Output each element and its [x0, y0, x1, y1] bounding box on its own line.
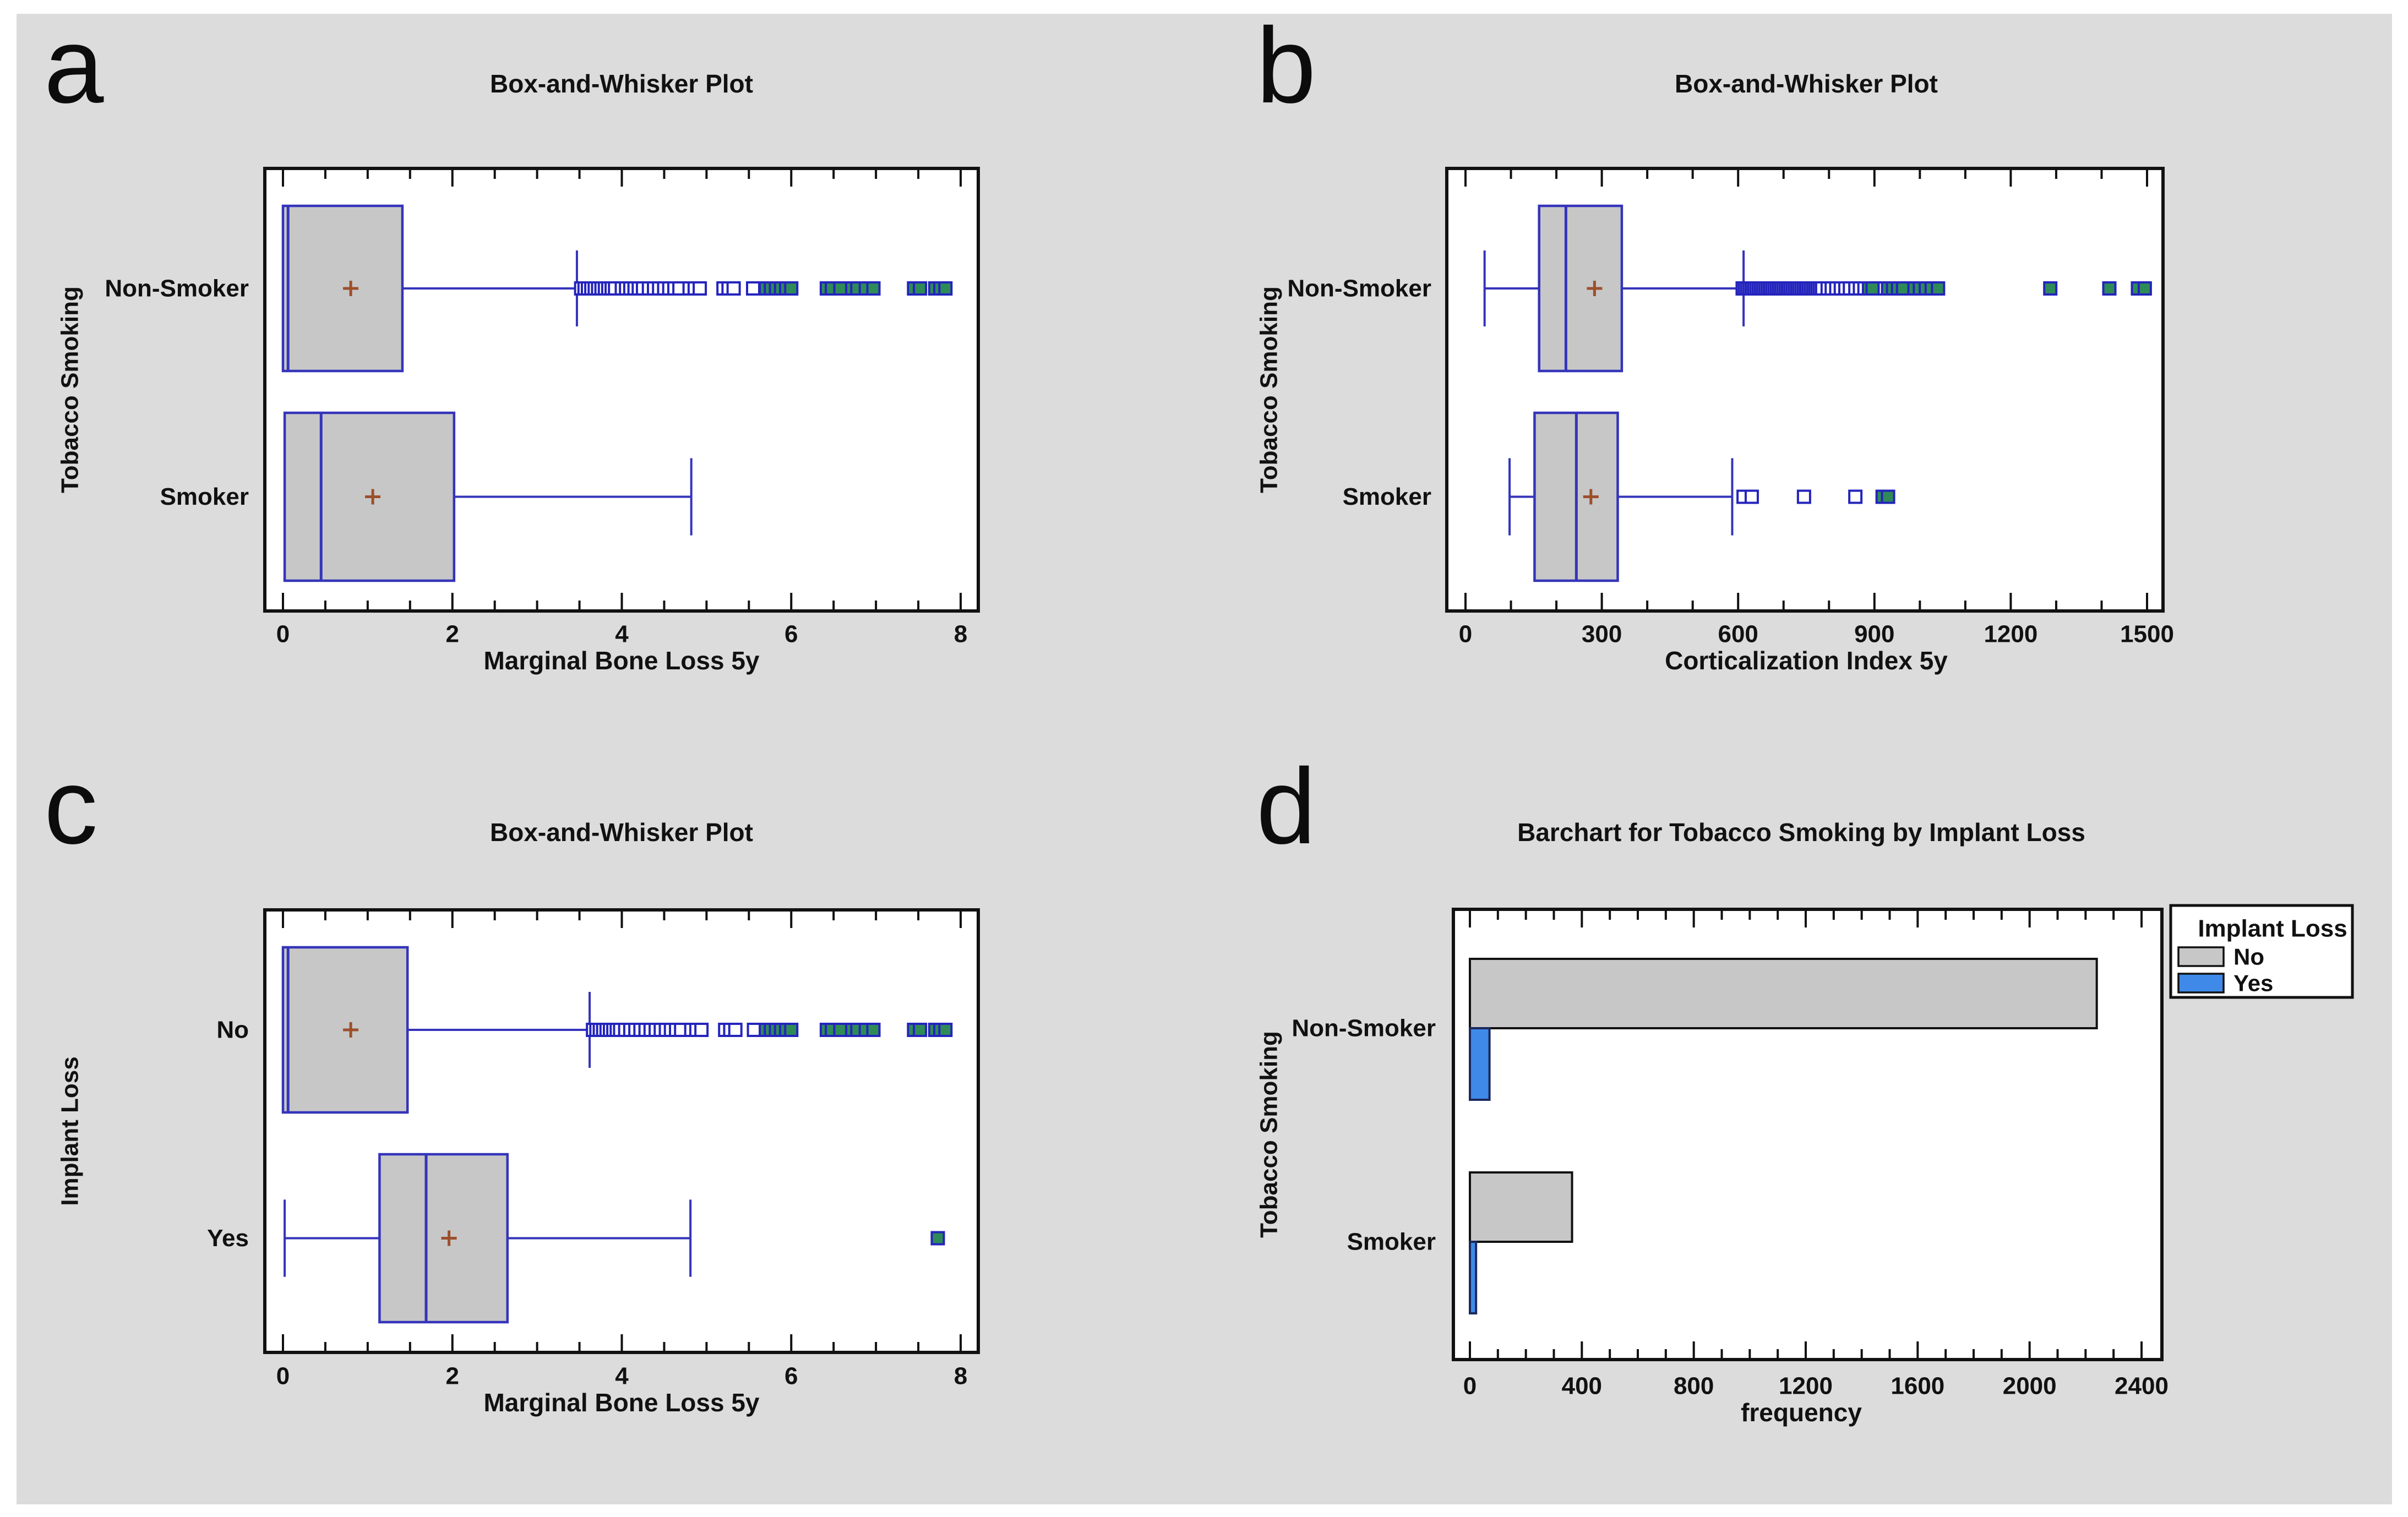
panel-letter-a: a — [44, 6, 104, 125]
panel-title: Box-and-Whisker Plot — [490, 818, 753, 847]
x-tick-label: 6 — [784, 1363, 798, 1390]
outlier-point — [726, 281, 741, 296]
box-plot-box — [281, 204, 404, 373]
category-label: Smoker — [1347, 1229, 1436, 1256]
x-tick-label: 4 — [615, 1363, 629, 1390]
plot-border — [263, 167, 980, 613]
outlier-point — [694, 1023, 709, 1037]
outlier-point — [693, 281, 707, 296]
outlier-point-far — [913, 281, 928, 296]
panel-letter-b: b — [1256, 6, 1316, 125]
x-tick-label: 600 — [1718, 621, 1758, 648]
panel-title: Box-and-Whisker Plot — [490, 69, 753, 98]
category-label: Smoker — [1343, 483, 1431, 510]
outlier-point-far — [2043, 281, 2058, 296]
outlier-point — [747, 1023, 761, 1037]
outlier-point — [1744, 489, 1759, 504]
outlier-point — [1848, 489, 1863, 504]
y-axis-label: Tobacco Smoking — [1256, 286, 1283, 493]
category-label: Non-Smoker — [1287, 275, 1431, 302]
category-label: Yes — [207, 1225, 249, 1252]
x-tick-label: 1600 — [1891, 1373, 1944, 1400]
panel-letter-c: c — [44, 746, 98, 866]
outlier-point-far — [913, 1023, 928, 1037]
box-plot-box — [1538, 204, 1624, 373]
panel-letter-d: d — [1256, 746, 1316, 866]
bar-yes — [1469, 1027, 1491, 1101]
category-label: Non-Smoker — [105, 275, 249, 302]
plot-border — [1445, 167, 2165, 613]
legend-label: Yes — [2233, 970, 2273, 996]
outlier-point-far — [784, 1023, 799, 1037]
panel-title: Barchart for Tobacco Smoking by Implant … — [1517, 818, 2085, 847]
x-axis-label: Marginal Bone Loss 5y — [483, 646, 759, 675]
legend-title: Implant Loss — [2198, 915, 2347, 942]
x-tick-label: 6 — [784, 621, 798, 648]
plot-border — [263, 908, 980, 1354]
bar-no — [1469, 1171, 1573, 1243]
x-tick-label: 0 — [276, 1363, 290, 1390]
x-tick-label: 2 — [446, 621, 459, 648]
x-axis-label: Marginal Bone Loss 5y — [483, 1388, 759, 1417]
x-tick-label: 2000 — [2003, 1373, 2057, 1400]
outlier-point-far — [1881, 489, 1895, 504]
outlier-point — [1796, 489, 1811, 504]
x-tick-label: 300 — [1582, 621, 1622, 648]
x-tick-label: 8 — [954, 621, 967, 648]
category-label: Smoker — [160, 483, 249, 510]
bar-no — [1469, 958, 2098, 1029]
x-tick-label: 4 — [615, 621, 629, 648]
x-tick-label: 2 — [446, 1363, 459, 1390]
x-tick-label: 0 — [1463, 1373, 1477, 1400]
outlier-point — [746, 281, 761, 296]
x-tick-label: 800 — [1674, 1373, 1714, 1400]
x-tick-label: 8 — [954, 1363, 967, 1390]
x-tick-label: 1200 — [1779, 1373, 1833, 1400]
outlier-point-far — [2102, 281, 2117, 296]
y-axis-label: Tobacco Smoking — [1256, 1031, 1283, 1238]
x-tick-label: 1500 — [2120, 621, 2174, 648]
outlier-point-far — [938, 1023, 953, 1037]
x-tick-label: 900 — [1854, 621, 1894, 648]
plot-border — [1452, 908, 2164, 1361]
outlier-point-far — [938, 281, 953, 296]
outlier-point — [728, 1023, 743, 1037]
outlier-point-far — [930, 1231, 945, 1246]
y-axis-label: Tobacco Smoking — [57, 286, 84, 493]
outlier-point-far — [833, 281, 848, 296]
outlier-point-far — [833, 1023, 848, 1037]
x-tick-label: 1200 — [1984, 621, 2037, 648]
x-tick-label: 0 — [276, 621, 290, 648]
outlier-point-far — [1931, 281, 1946, 296]
legend-label: No — [2233, 944, 2264, 970]
outlier-point-far — [866, 281, 881, 296]
outlier-point-far — [866, 1023, 881, 1037]
x-tick-label: 400 — [1562, 1373, 1602, 1400]
legend-swatch-yes — [2177, 973, 2225, 994]
x-axis-label: Corticalization Index 5y — [1665, 646, 1948, 675]
category-label: Non-Smoker — [1292, 1015, 1436, 1042]
outlier-point-far — [784, 281, 799, 296]
panel-title: Box-and-Whisker Plot — [1675, 69, 1938, 98]
bar-yes — [1469, 1241, 1478, 1314]
legend-swatch-no — [2177, 946, 2225, 967]
outlier-point-far — [2137, 281, 2152, 296]
y-axis-label: Implant Loss — [57, 1056, 84, 1205]
category-label: No — [216, 1017, 249, 1044]
x-tick-label: 2400 — [2115, 1373, 2169, 1400]
x-axis-label: frequency — [1741, 1398, 1862, 1427]
outlier-point-far — [1865, 281, 1880, 296]
x-tick-label: 0 — [1459, 621, 1472, 648]
